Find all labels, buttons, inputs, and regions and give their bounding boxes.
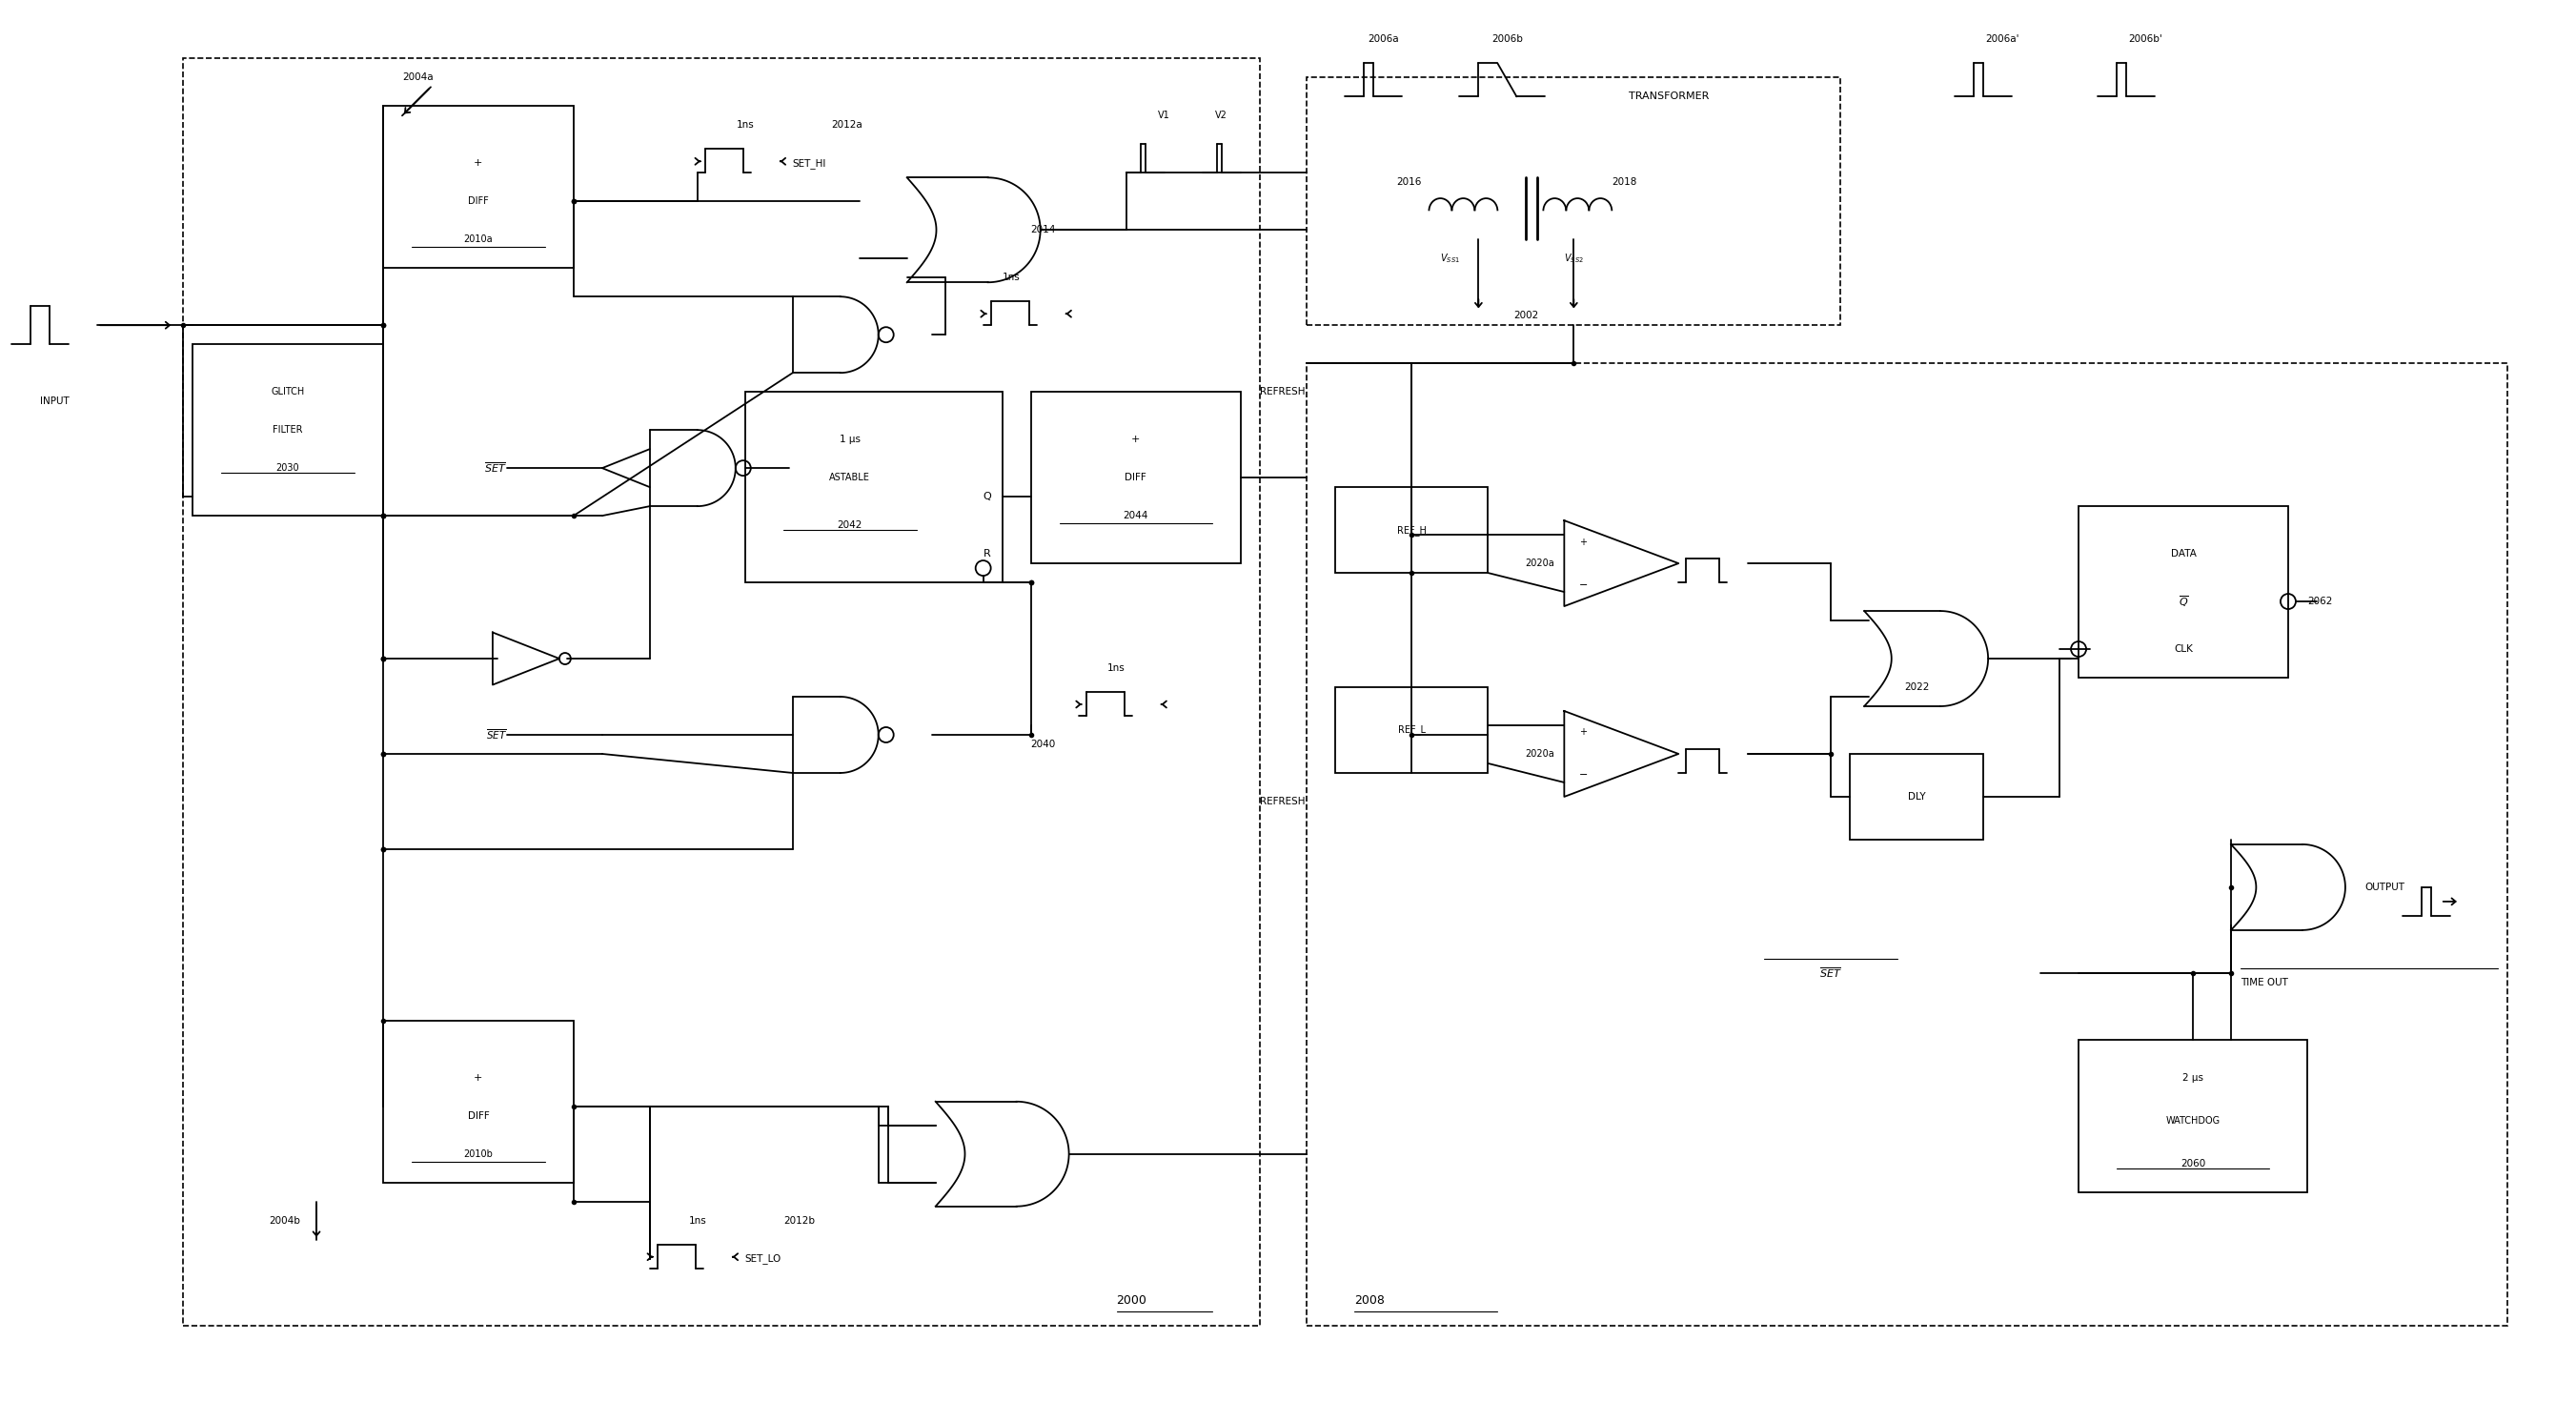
Text: 2006a': 2006a' <box>1986 34 2020 44</box>
Text: 2008: 2008 <box>1355 1294 1386 1307</box>
Bar <box>1334 488 1489 573</box>
Text: $\overline{SET}$: $\overline{SET}$ <box>484 461 507 475</box>
Text: 2042: 2042 <box>837 520 863 530</box>
Bar <box>2079 1039 2308 1192</box>
Text: 2010a: 2010a <box>464 235 492 245</box>
Text: DIFF: DIFF <box>466 1111 489 1121</box>
Text: 1ns: 1ns <box>1108 664 1126 673</box>
Text: REFRESH: REFRESH <box>1260 387 1303 397</box>
Text: 1ns: 1ns <box>688 1216 706 1226</box>
Text: 2 μs: 2 μs <box>2182 1074 2202 1082</box>
Text: 2002: 2002 <box>1515 311 1538 320</box>
Text: SET_HI: SET_HI <box>793 158 827 168</box>
Text: 2022: 2022 <box>1904 683 1929 693</box>
Text: $\overline{Q}$: $\overline{Q}$ <box>2179 594 2190 609</box>
Text: Q: Q <box>984 492 992 502</box>
Bar <box>183 58 1260 1325</box>
Text: SET_LO: SET_LO <box>744 1254 781 1264</box>
Text: 2016: 2016 <box>1396 178 1422 188</box>
Text: 2018: 2018 <box>1613 178 1636 188</box>
Text: TIME OUT: TIME OUT <box>2241 978 2287 987</box>
Text: V2: V2 <box>1216 111 1226 121</box>
Text: +: + <box>474 158 482 168</box>
Text: 2040: 2040 <box>1030 739 1056 749</box>
Text: FILTER: FILTER <box>273 425 304 435</box>
Text: 2014: 2014 <box>1030 225 1056 235</box>
Bar <box>1334 687 1489 774</box>
Text: DIFF: DIFF <box>1126 474 1146 482</box>
Text: $\overline{SET}$: $\overline{SET}$ <box>487 728 507 742</box>
Text: OUTPUT: OUTPUT <box>2365 883 2403 892</box>
Text: 2044: 2044 <box>1123 510 1149 520</box>
Bar <box>1030 392 1242 563</box>
Text: 1ns: 1ns <box>737 121 755 129</box>
Text: +: + <box>1131 435 1141 444</box>
Text: $\overline{SET}$: $\overline{SET}$ <box>1819 966 1842 980</box>
Bar <box>1850 754 1984 839</box>
Bar <box>1306 363 2506 1325</box>
Text: 2004b: 2004b <box>268 1216 301 1226</box>
Text: +: + <box>474 1074 482 1082</box>
Text: DIFF: DIFF <box>469 196 489 206</box>
Text: REFRESH: REFRESH <box>1260 796 1303 806</box>
Text: 2010b: 2010b <box>464 1149 492 1159</box>
Text: ASTABLE: ASTABLE <box>829 474 871 482</box>
Text: TRANSFORMER: TRANSFORMER <box>1628 92 1710 101</box>
Text: DLY: DLY <box>1909 792 1924 802</box>
Text: 2012b: 2012b <box>783 1216 814 1226</box>
Text: DATA: DATA <box>2172 549 2197 559</box>
Text: 2006b: 2006b <box>1492 34 1522 44</box>
Text: 1ns: 1ns <box>1002 273 1020 283</box>
Text: 2020a: 2020a <box>1525 559 1556 569</box>
Text: 2004a: 2004a <box>402 73 433 82</box>
Text: INPUT: INPUT <box>41 397 70 407</box>
Text: REF_H: REF_H <box>1396 525 1427 535</box>
Text: 1 μs: 1 μs <box>840 435 860 444</box>
Text: −: − <box>1579 580 1587 590</box>
Text: 2020a: 2020a <box>1525 749 1556 758</box>
Text: REF_L: REF_L <box>1399 725 1425 735</box>
Text: V1: V1 <box>1159 111 1170 121</box>
Text: 2000: 2000 <box>1115 1294 1146 1307</box>
Text: 2060: 2060 <box>2179 1159 2205 1169</box>
Text: $V_{SS1}$: $V_{SS1}$ <box>1440 252 1461 264</box>
Text: $V_{SS2}$: $V_{SS2}$ <box>1564 252 1584 264</box>
Text: GLITCH: GLITCH <box>270 387 304 397</box>
Bar <box>384 1021 574 1183</box>
Bar <box>1306 78 1839 326</box>
Bar <box>193 344 384 516</box>
Text: 2062: 2062 <box>2308 597 2331 606</box>
Text: WATCHDOG: WATCHDOG <box>2166 1116 2221 1125</box>
Text: +: + <box>1579 728 1587 737</box>
Text: 2012a: 2012a <box>832 121 863 129</box>
Text: CLK: CLK <box>2174 644 2192 654</box>
Text: +: + <box>1579 538 1587 546</box>
Bar <box>2079 506 2287 678</box>
Bar <box>744 392 1002 583</box>
Text: 2006a: 2006a <box>1368 34 1399 44</box>
Text: 2030: 2030 <box>276 464 299 474</box>
Text: 2006b': 2006b' <box>2128 34 2161 44</box>
Text: R: R <box>984 549 992 559</box>
Text: −: − <box>1579 771 1587 781</box>
Bar <box>384 107 574 269</box>
